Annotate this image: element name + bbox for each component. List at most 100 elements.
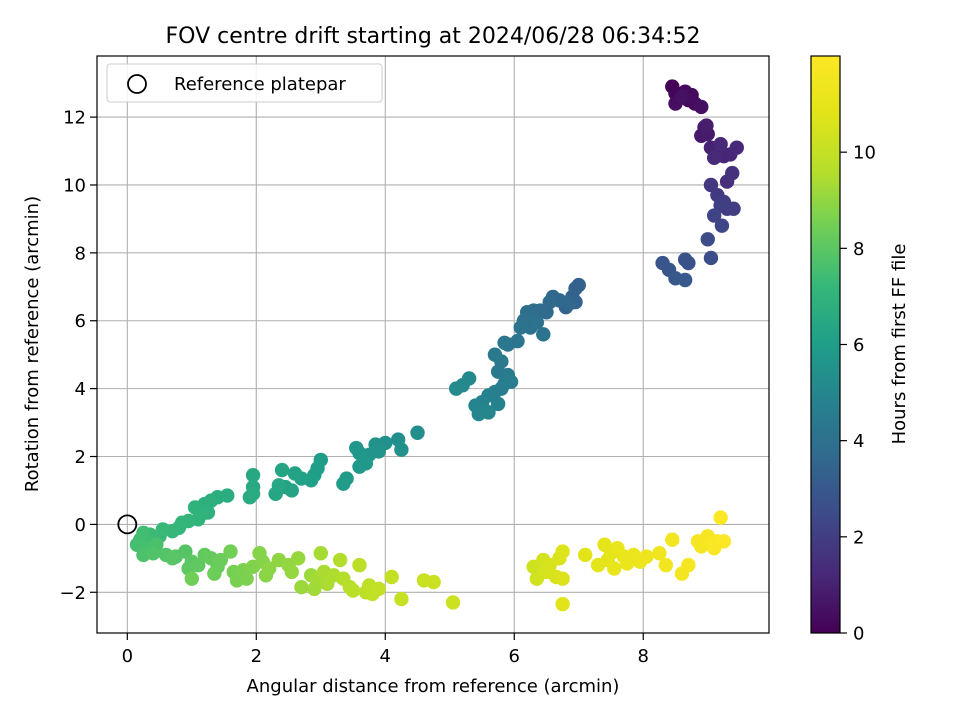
scatter-point [187, 500, 203, 515]
scatter-point [658, 557, 674, 573]
scatter-point [513, 320, 528, 335]
scatter-point [555, 544, 570, 559]
scatter-point [410, 425, 425, 440]
x-axis: 0 2 4 6 8 [122, 633, 649, 667]
scatter-point [284, 564, 299, 580]
scatter-point [703, 250, 719, 266]
scatter-point [536, 327, 551, 342]
scatter-point [694, 99, 709, 115]
y-tick-label: 2 [75, 447, 86, 468]
x-tick-label: 4 [380, 646, 391, 667]
scatter-point [497, 376, 512, 391]
scatter-point [497, 335, 512, 351]
scatter-point [716, 534, 732, 549]
y-axis: −2 0 2 4 6 8 10 12 [59, 108, 97, 604]
scatter-point [245, 467, 261, 483]
scatter-point [245, 486, 261, 502]
scatter-point [349, 440, 364, 456]
scatter-point [714, 218, 730, 233]
scatter-point [461, 371, 477, 386]
scatter-point [681, 557, 696, 573]
scatter-point [481, 405, 496, 420]
scatter-point [332, 552, 348, 568]
grid [97, 56, 769, 633]
scatter-point [213, 552, 229, 568]
scatter-point [555, 571, 570, 586]
legend-label: Reference platepar [174, 74, 346, 95]
x-tick-label: 0 [122, 646, 133, 667]
scatter-point [345, 583, 361, 598]
scatter-point [677, 252, 693, 267]
plot-frame [96, 55, 770, 634]
x-tick-label: 2 [251, 646, 262, 667]
scatter-point [490, 396, 506, 412]
y-tick-label: 10 [63, 175, 86, 196]
scatter-point [426, 574, 441, 590]
colorbar-tick-label: 8 [853, 239, 864, 260]
colorbar-tick-label: 10 [853, 143, 876, 164]
scatter-point [725, 165, 740, 181]
scatter-point [394, 591, 409, 607]
scatter-point [394, 442, 409, 457]
scatter-point [313, 546, 328, 561]
scatter-point [726, 201, 741, 216]
y-tick-label: 0 [75, 515, 86, 536]
y-tick-label: 4 [75, 379, 86, 400]
scatter-point [271, 478, 287, 493]
scatter-point [239, 571, 254, 586]
scatter-point [184, 571, 200, 586]
scatter-point [287, 466, 303, 481]
scatter-points [129, 79, 744, 612]
scatter-point [371, 581, 387, 597]
x-axis-label: Angular distance from reference (arcmin) [247, 676, 620, 697]
chart-title: FOV centre drift starting at 2024/06/28 … [166, 24, 701, 49]
colorbar-ticks: 0 2 4 6 8 10 [840, 143, 876, 645]
scatter-point [291, 551, 306, 566]
scatter-point [700, 232, 715, 247]
x-tick-label: 6 [509, 646, 520, 667]
y-tick-label: 6 [75, 311, 86, 332]
scatter-point [223, 544, 238, 559]
scatter-point [555, 596, 570, 612]
scatter-point [207, 566, 222, 581]
colorbar-label: Hours from first FF file [889, 244, 910, 445]
scatter-point [449, 381, 464, 396]
x-tick-label: 8 [638, 646, 649, 667]
scatter-point [652, 546, 667, 561]
y-axis-label: Rotation from reference (arcmin) [22, 196, 43, 492]
colorbar-gradient [810, 55, 841, 634]
reference-marker [117, 514, 138, 535]
scatter-point [665, 532, 680, 547]
scatter-point [706, 150, 722, 166]
y-tick-label: −2 [59, 583, 86, 604]
scatter-point [706, 208, 722, 223]
colorbar-tick-label: 2 [853, 527, 864, 548]
scatter-point [729, 140, 744, 155]
legend-box [106, 63, 383, 103]
scatter-point [165, 551, 180, 566]
colorbar: 0 2 4 6 8 10 Hours from first FF file [810, 55, 910, 645]
legend-marker [127, 74, 147, 94]
scatter-point [529, 315, 545, 330]
scatter-point [577, 547, 593, 563]
scatter-point [352, 557, 367, 573]
legend: Reference platepar [106, 63, 383, 103]
scatter-point [699, 118, 714, 133]
colorbar-tick-label: 0 [853, 624, 864, 645]
colorbar-tick-label: 4 [853, 431, 864, 452]
scatter-point [639, 549, 654, 564]
scatter-point [713, 510, 728, 525]
scatter-point [674, 89, 690, 104]
y-tick-label: 12 [63, 108, 86, 129]
scatter-point [607, 561, 622, 576]
scatter-point [445, 595, 461, 610]
scatter-point [336, 476, 351, 491]
scatter-point [294, 579, 309, 595]
scatter-point [384, 569, 399, 585]
scatter-point [261, 561, 277, 576]
scatter-point [713, 137, 728, 152]
scatter-point [274, 462, 290, 478]
scatter-point [677, 272, 693, 288]
scatter-point [352, 459, 367, 474]
